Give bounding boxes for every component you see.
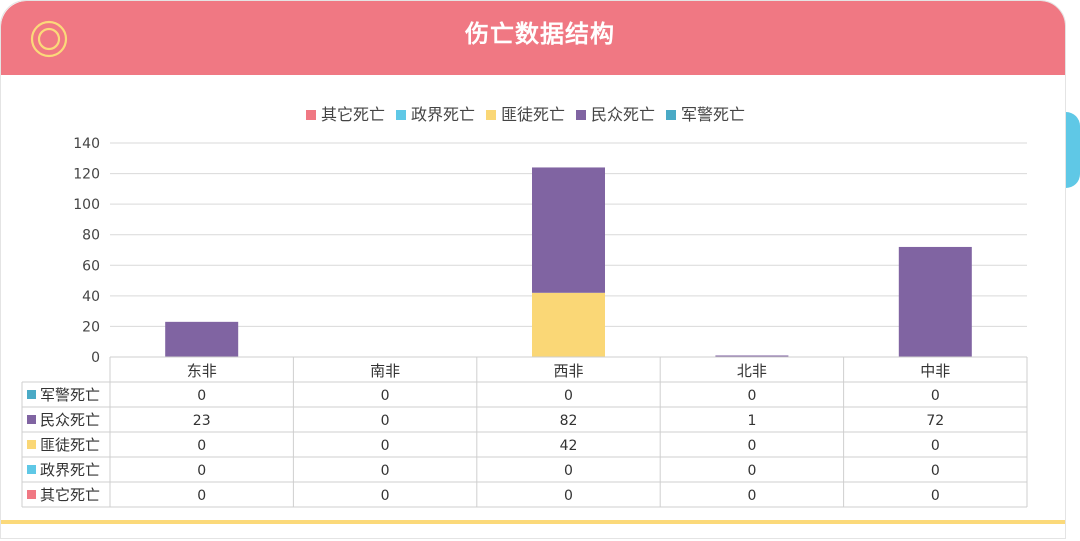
page-title: 伤亡数据结构 — [465, 20, 615, 48]
bar-segment — [715, 355, 789, 357]
data-cell: 0 — [564, 388, 573, 404]
bar-segment — [532, 292, 605, 357]
legend-swatch — [396, 110, 406, 120]
stacked-bar-chart: 其它死亡 政界死亡 匪徒死亡 民众死亡 军警死亡020406080100120140东非… — [21, 105, 1028, 508]
legend-label: 军警死亡 — [681, 105, 745, 124]
data-cell: 0 — [747, 488, 756, 504]
legend-swatch — [486, 110, 496, 120]
data-cell: 23 — [193, 413, 211, 429]
data-cell: 0 — [381, 413, 390, 429]
data-cell: 0 — [197, 463, 206, 479]
y-tick-label: 60 — [82, 258, 100, 274]
data-cell: 0 — [381, 388, 390, 404]
x-category-label: 东非 — [187, 362, 217, 380]
data-cell: 0 — [931, 438, 940, 454]
table-legend-key — [27, 465, 36, 474]
legend-label: 匪徒死亡 — [501, 105, 565, 124]
bar-segment — [165, 321, 239, 357]
x-category-label: 中非 — [920, 362, 950, 380]
legend-label: 政界死亡 — [411, 105, 475, 124]
y-tick-label: 20 — [82, 319, 100, 335]
y-tick-label: 120 — [73, 167, 100, 183]
y-tick-label: 0 — [91, 350, 100, 366]
legend-label: 民众死亡 — [591, 105, 655, 124]
legend-swatch — [576, 110, 586, 120]
data-cell: 0 — [197, 438, 206, 454]
side-tab[interactable] — [1066, 112, 1080, 188]
legend-swatch — [306, 110, 316, 120]
x-category-label: 北非 — [737, 362, 767, 380]
data-cell: 0 — [931, 488, 940, 504]
y-tick-label: 40 — [82, 289, 100, 305]
data-cell: 42 — [560, 438, 578, 454]
bar-segment — [532, 167, 605, 293]
data-cell: 0 — [381, 488, 390, 504]
table-legend-key — [27, 415, 36, 424]
data-cell: 0 — [197, 488, 206, 504]
y-tick-label: 100 — [73, 197, 100, 213]
card-header — [1, 1, 1065, 75]
bottom-accent-line — [1, 520, 1065, 524]
legend-label: 其它死亡 — [321, 105, 385, 124]
data-cell: 0 — [747, 388, 756, 404]
y-tick-label: 80 — [82, 228, 100, 244]
data-cell: 0 — [931, 388, 940, 404]
target-ring-icon — [30, 20, 68, 58]
x-category-label: 南非 — [370, 362, 400, 380]
table-row-label: 军警死亡 — [40, 386, 100, 404]
data-cell: 0 — [381, 438, 390, 454]
data-cell: 0 — [381, 463, 390, 479]
data-cell: 0 — [197, 388, 206, 404]
data-cell: 0 — [747, 463, 756, 479]
legend-swatch — [666, 110, 676, 120]
table-row-label: 其它死亡 — [40, 486, 100, 504]
y-tick-label: 140 — [73, 136, 100, 152]
table-legend-key — [27, 490, 36, 499]
table-legend-key — [27, 390, 36, 399]
bar-segment — [898, 246, 972, 357]
data-cell: 72 — [926, 413, 944, 429]
data-cell: 0 — [747, 438, 756, 454]
data-cell: 82 — [560, 413, 578, 429]
data-cell: 0 — [564, 488, 573, 504]
table-legend-key — [27, 440, 36, 449]
table-row-label: 匪徒死亡 — [40, 436, 100, 454]
data-cell: 0 — [564, 463, 573, 479]
data-cell: 1 — [747, 413, 756, 429]
table-row-label: 政界死亡 — [40, 461, 100, 479]
table-row-label: 民众死亡 — [40, 411, 100, 429]
x-category-label: 西非 — [553, 362, 583, 380]
data-cell: 0 — [931, 463, 940, 479]
